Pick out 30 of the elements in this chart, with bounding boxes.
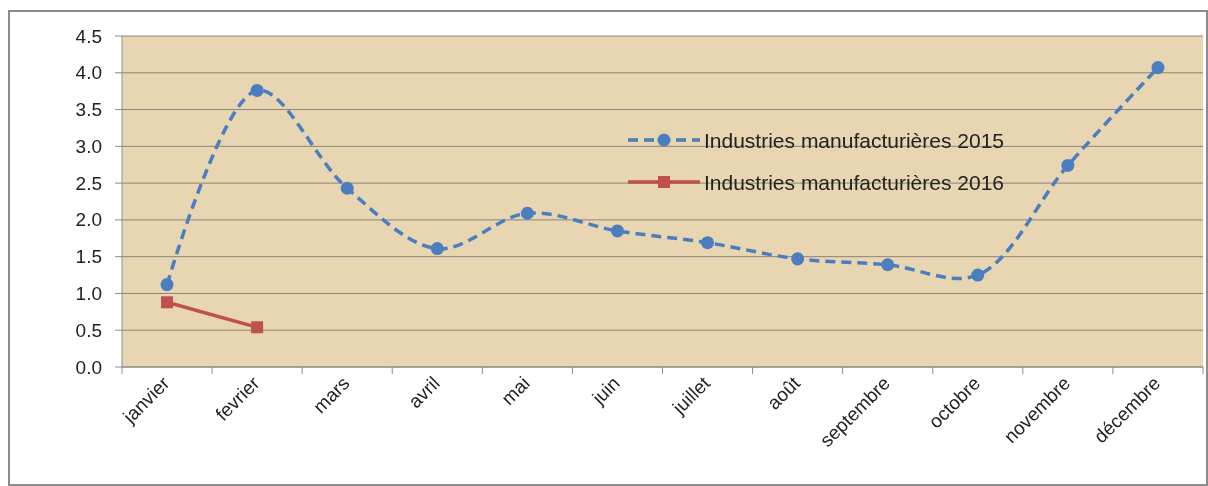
point <box>610 224 624 238</box>
x-tick-label: avril <box>404 372 444 413</box>
point <box>160 278 174 292</box>
x-tick-label: juin <box>587 372 624 410</box>
y-tick-label: 1.5 <box>75 246 102 268</box>
point <box>251 321 264 334</box>
y-tick-label: 4.0 <box>75 62 102 84</box>
point <box>161 296 174 309</box>
point <box>430 242 444 256</box>
y-tick-label: 2.0 <box>75 209 102 231</box>
y-tick-label: 0.5 <box>75 319 102 341</box>
point <box>971 268 985 282</box>
point <box>340 181 354 195</box>
legend-label: Industries manufacturières 2016 <box>704 170 1004 194</box>
y-tick-label: 0.0 <box>75 356 102 378</box>
point <box>1061 158 1075 172</box>
point <box>250 83 264 97</box>
point <box>520 206 534 220</box>
point <box>791 252 805 266</box>
y-tick-label: 1.0 <box>75 282 102 304</box>
y-tick-label: 2.5 <box>75 172 102 194</box>
y-tick-label: 4.5 <box>75 25 102 47</box>
point <box>701 236 715 250</box>
legend-label: Industries manufacturières 2015 <box>704 128 1004 152</box>
y-tick-label: 3.0 <box>75 135 102 157</box>
x-tick-label: août <box>763 372 805 414</box>
x-tick-label: mai <box>497 372 534 410</box>
y-tick-label: 3.5 <box>75 99 102 121</box>
point <box>881 258 895 272</box>
point <box>1151 61 1165 75</box>
